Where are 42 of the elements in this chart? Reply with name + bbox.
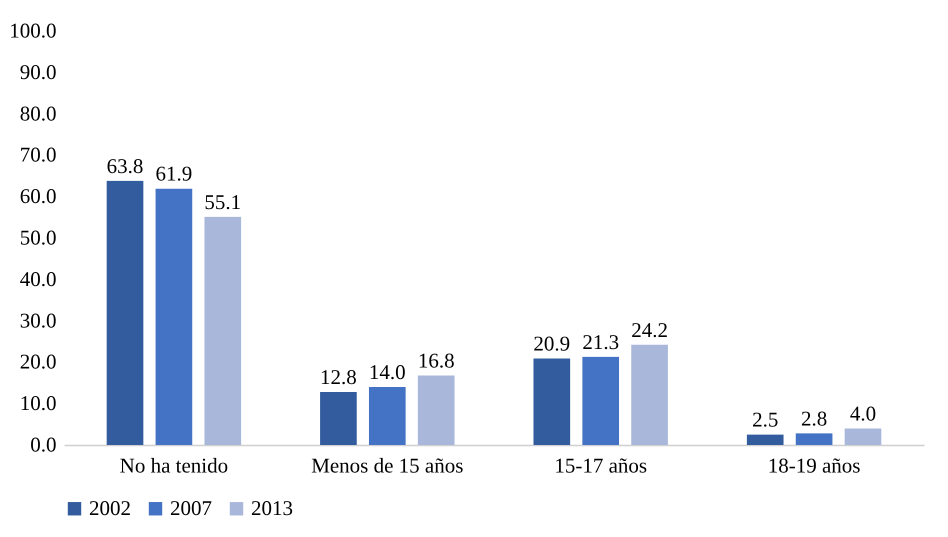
x-tick-label: 15-17 años: [554, 454, 648, 478]
y-tick-label: 60.0: [20, 184, 56, 208]
bar: [204, 216, 242, 445]
x-tick-label: Menos de 15 años: [311, 454, 464, 478]
y-tick-label: 70.0: [20, 142, 56, 167]
y-tick-label: 0.0: [30, 432, 56, 456]
bar: [320, 392, 357, 445]
bar: [156, 188, 192, 445]
legend-label: 2007: [170, 496, 212, 520]
y-tick-label: 80.0: [20, 101, 56, 126]
bar: [796, 433, 832, 445]
bar: [418, 375, 455, 445]
bar: [582, 356, 620, 445]
data-label: 4.0: [850, 401, 876, 426]
data-label: 61.9: [156, 162, 192, 186]
bar: [844, 428, 882, 445]
data-label: 21.3: [582, 330, 620, 354]
y-tick-label: 50.0: [20, 226, 56, 250]
data-label: 20.9: [533, 331, 570, 356]
x-tick-label: No ha tenido: [120, 454, 228, 478]
bar: [368, 387, 406, 445]
y-tick-label: 100.0: [9, 18, 56, 42]
x-tick-label: 18-19 años: [768, 454, 860, 478]
data-label: 63.8: [106, 154, 144, 178]
legend-label: 2002: [89, 496, 131, 520]
data-label: 14.0: [368, 360, 406, 384]
data-label: 12.8: [320, 365, 357, 390]
y-tick-label: 40.0: [20, 266, 56, 291]
y-tick-label: 20.0: [20, 350, 56, 374]
data-label: 55.1: [204, 190, 242, 214]
legend-label: 2013: [251, 496, 293, 520]
data-label: 24.2: [631, 318, 668, 342]
bar: [631, 344, 668, 445]
data-label: 16.8: [418, 348, 455, 372]
data-label: 2.8: [800, 406, 828, 430]
data-label: 2.5: [752, 408, 778, 432]
y-tick-label: 10.0: [20, 391, 56, 416]
bar: [533, 358, 570, 445]
bar: [106, 180, 144, 445]
y-tick-label: 90.0: [20, 60, 56, 84]
bar: [746, 434, 784, 445]
y-tick-label: 30.0: [20, 308, 56, 332]
